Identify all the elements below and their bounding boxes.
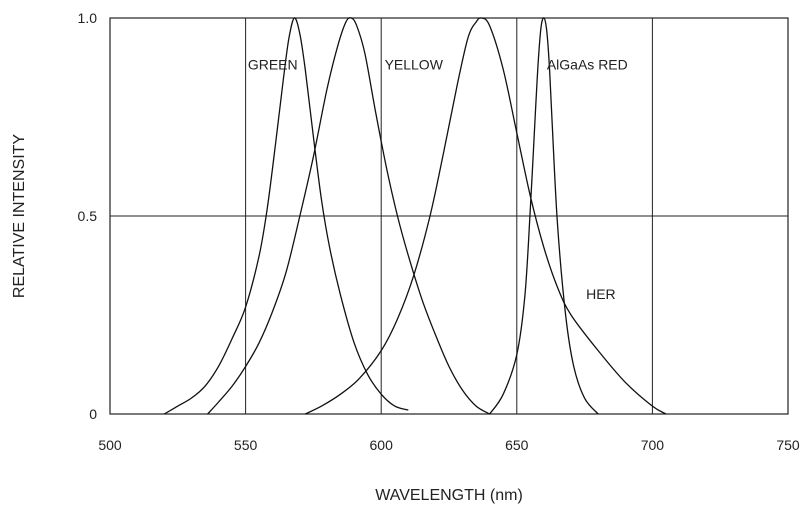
x-tick-label: 500	[98, 437, 122, 453]
curve-label-yellow: YELLOW	[385, 56, 444, 72]
x-tick-label: 650	[505, 437, 529, 453]
y-tick-label: 0	[89, 406, 97, 422]
curve-layer	[163, 17, 667, 415]
tick-label-layer: 500 550 600 650 700 750 0 0.5 1.0	[78, 10, 800, 453]
x-tick-label: 600	[370, 437, 394, 453]
grid-layer	[110, 18, 788, 414]
x-tick-label: 700	[641, 437, 665, 453]
series-line-yellow	[207, 17, 491, 415]
y-tick-label: 1.0	[78, 10, 98, 26]
curve-label-algaas-red: AlGaAs RED	[547, 56, 628, 72]
curve-label-green: GREEN	[248, 56, 298, 72]
x-axis-title: WAVELENGTH (nm)	[375, 487, 523, 504]
y-tick-label: 0.5	[78, 208, 98, 224]
plot-frame	[109, 17, 789, 415]
y-axis-title: RELATIVE INTENSITY	[11, 134, 28, 299]
curve-label-her: HER	[586, 286, 616, 302]
x-tick-label: 550	[234, 437, 258, 453]
series-line-her	[304, 17, 667, 415]
series-line-green	[163, 17, 409, 415]
series-line-algaas-red	[489, 17, 599, 415]
x-tick-label: 750	[776, 437, 800, 453]
curve-label-layer: GREEN YELLOW AlGaAs RED HER	[248, 56, 628, 302]
